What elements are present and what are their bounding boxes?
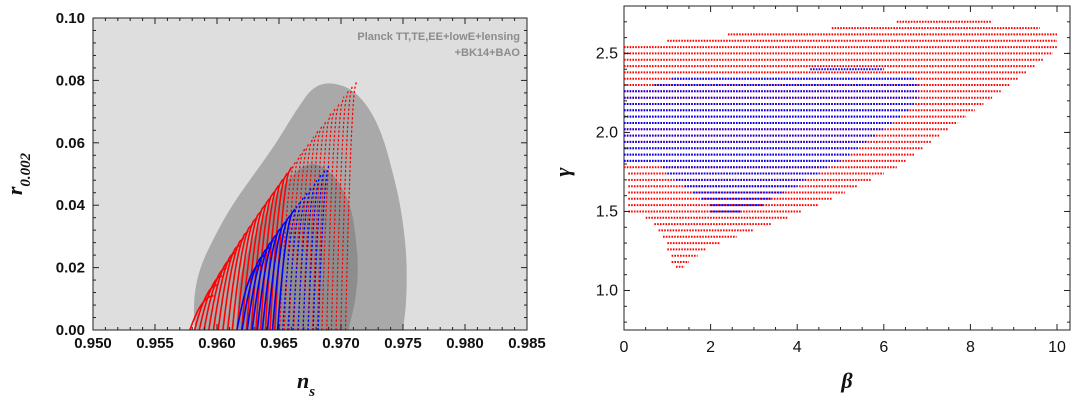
annotation-line-2: +BK14+BAO [455,47,521,59]
red-curve [193,283,219,331]
x-tick-label: 0.960 [198,335,236,352]
red-curve [198,275,223,331]
x-tick-label: 0.975 [384,335,422,352]
red-curve [321,107,336,331]
left-x-axis-label: ns [297,368,315,398]
red-curve [307,125,323,331]
x-tick-label: 4 [793,339,802,356]
blue-curve [297,185,313,331]
red-curve [344,79,358,331]
y-tick-label: 0.06 [56,135,85,152]
red-curve [222,237,245,331]
left-axes-box [92,17,528,331]
x-tick-label: 0.985 [508,335,546,352]
red-curve [231,223,254,331]
red-curve [311,119,327,331]
blue-curve [307,174,322,331]
x-tick-label: 0 [620,339,629,356]
blue-curve [292,191,309,331]
red-curve [278,160,297,331]
red-curve [255,191,275,331]
blue-curve [241,254,266,331]
y-tick-label: 0.10 [56,10,85,27]
x-tick-label: 0.950 [74,335,112,352]
blue-curve [266,220,287,331]
red-curve [269,172,288,331]
left-y-axis-label: r0.002 [2,152,34,195]
left-panel: 0.950 0.955 0.960 0.965 0.970 0.975 0.980 0.985… [2,10,546,398]
y-tick-label: 0.08 [56,72,85,89]
red-curve [245,204,267,331]
red-curve [264,178,284,331]
red-curve [212,251,236,331]
x-tick-label: 0.970 [322,335,360,352]
red-curve [283,154,301,331]
x-tick-label: 8 [966,339,975,356]
blue-curve [302,180,318,331]
red-curve [326,102,340,331]
x-tick-label: 2 [706,339,715,356]
annotation-line-1: Planck TT,TE,EE+lowE+lensing [357,31,520,43]
y-tick-label: 0.00 [56,322,85,339]
right-plot-frame [623,5,1071,331]
red-curve [226,230,249,331]
red-curve [241,210,262,331]
x-tick-label: 6 [879,339,888,356]
blue-curve [282,202,300,331]
red-curve [274,166,293,331]
red-curve [203,266,227,331]
x-tick-label: 0.965 [260,335,298,352]
red-curve [236,217,258,331]
right-x-axis-label: β [840,368,853,393]
blue-curve [236,263,261,331]
blue-curve [312,169,326,331]
y-tick-label: 1.5 [596,203,618,220]
red-curve [330,96,345,331]
right-y-axis-label: γ [550,167,575,177]
right-panel: 0 2 4 6 8 10 1.0 1.5 2.0 2.5 β γ [550,5,1071,393]
x-tick-label: 10 [1048,339,1066,356]
blue-curve [271,214,292,331]
red-curve [259,185,280,331]
red-curve [335,90,349,331]
blue-curve [256,233,279,331]
blue-curve [261,226,283,331]
red-curve [208,259,232,331]
blue-curve [246,246,270,331]
y-tick-label: 0.02 [56,260,85,277]
red-curve [340,85,353,331]
blue-curve [276,208,296,331]
red-curve [217,244,240,331]
blue-curve [317,163,331,331]
red-curve [316,113,332,331]
y-tick-label: 1.0 [596,282,618,299]
y-tick-label: 0.04 [56,197,86,214]
y-tick-label: 2.5 [596,45,618,62]
x-tick-label: 0.980 [446,335,484,352]
y-tick-label: 2.0 [596,124,618,141]
x-tick-label: 0.955 [136,335,174,352]
red-curve [288,148,306,331]
blue-curve [287,196,305,331]
blue-curve [251,239,274,331]
